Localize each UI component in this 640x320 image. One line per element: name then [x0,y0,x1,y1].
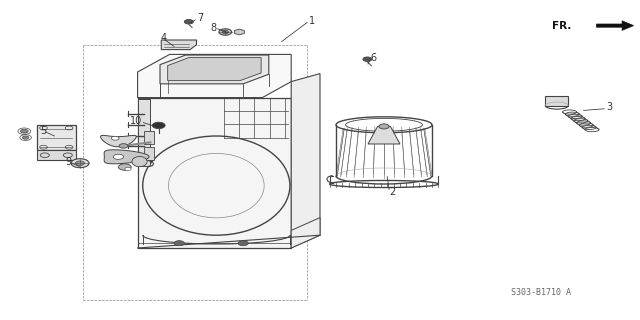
Polygon shape [161,40,196,50]
Polygon shape [132,156,147,167]
Polygon shape [168,58,261,81]
Polygon shape [545,96,568,106]
Polygon shape [104,150,149,164]
Polygon shape [100,135,136,147]
Circle shape [111,136,119,140]
Text: 9: 9 [65,156,72,167]
Text: S303-B1710 A: S303-B1710 A [511,288,571,297]
Polygon shape [144,147,154,160]
Polygon shape [291,218,320,248]
Circle shape [222,30,228,34]
Circle shape [118,164,131,170]
Circle shape [238,241,248,246]
Polygon shape [37,150,76,160]
Circle shape [119,144,128,148]
Text: FR.: FR. [552,21,572,31]
Circle shape [379,124,389,129]
Circle shape [184,20,193,24]
Text: 2: 2 [389,187,396,197]
Polygon shape [368,126,400,144]
Text: 1: 1 [308,16,315,26]
Polygon shape [234,29,244,35]
Circle shape [219,29,232,35]
Text: 6: 6 [370,52,376,63]
Polygon shape [138,99,150,166]
Text: 3: 3 [607,102,613,112]
Text: 7: 7 [197,13,204,23]
Text: 8: 8 [210,22,216,33]
Circle shape [76,161,84,165]
Polygon shape [37,125,76,150]
Polygon shape [291,74,320,248]
Circle shape [71,159,89,168]
Polygon shape [144,131,154,144]
Circle shape [363,57,372,61]
Polygon shape [138,54,291,98]
Text: 4: 4 [160,33,166,44]
Circle shape [22,136,29,139]
Text: 10: 10 [130,116,142,126]
Polygon shape [138,98,291,248]
Text: 5: 5 [40,125,46,136]
Circle shape [20,129,28,133]
Polygon shape [160,55,269,84]
Circle shape [152,122,165,129]
Polygon shape [596,21,634,30]
Circle shape [125,167,131,171]
Circle shape [113,154,124,159]
Circle shape [174,241,184,246]
